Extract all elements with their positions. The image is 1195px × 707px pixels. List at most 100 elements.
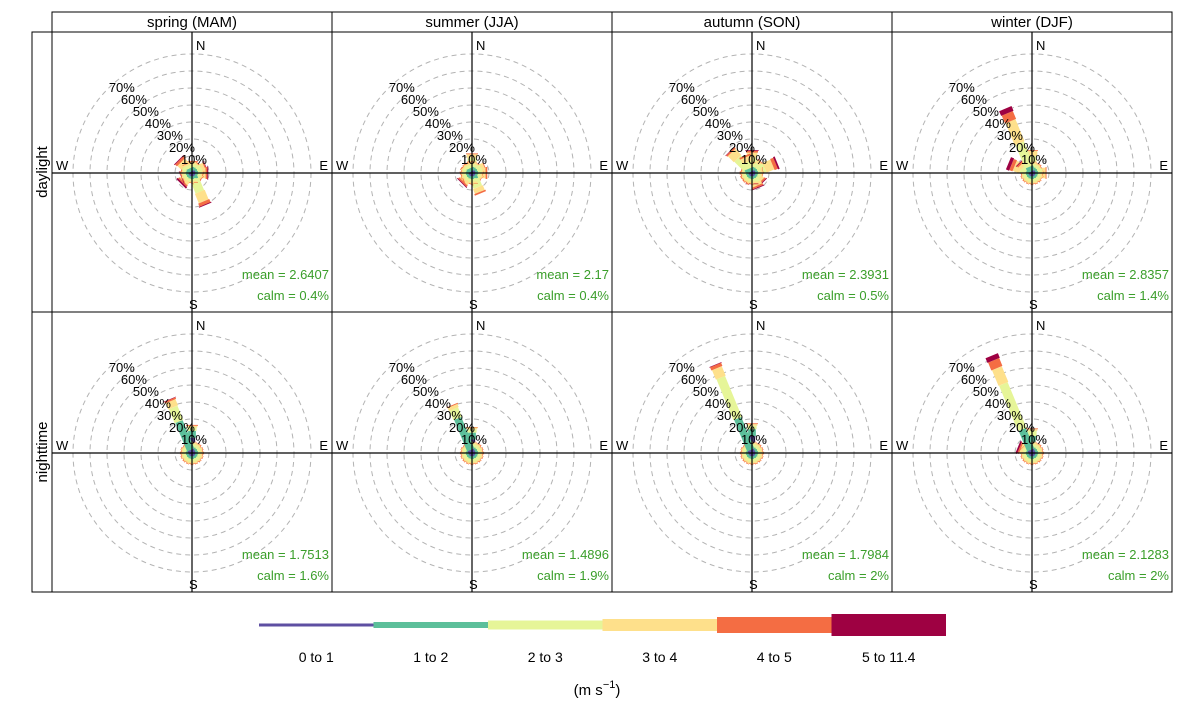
compass-label-n: N [476, 318, 485, 333]
percent-tick-label: 70% [109, 80, 135, 95]
petal-segment [165, 399, 178, 410]
petal-segment [175, 420, 195, 452]
calm-label: calm = 1.4% [1097, 288, 1169, 303]
legend-units-base: (m s [574, 682, 603, 699]
compass-label-e: E [879, 158, 888, 173]
calm-label: calm = 0.5% [817, 288, 889, 303]
petal-segment [473, 185, 485, 194]
percent-tick-label: 50% [973, 104, 999, 119]
compass-label-n: N [196, 38, 205, 53]
petal-segment [458, 177, 468, 187]
percent-tick-label: 40% [145, 116, 171, 131]
petal-segment [734, 417, 755, 452]
petal [182, 160, 195, 175]
petal-segment [751, 183, 764, 190]
mean-label: mean = 1.7984 [802, 547, 889, 562]
petal-segment [716, 375, 742, 421]
petal-segment [710, 362, 723, 371]
petal-segment [1015, 441, 1022, 454]
petal-segment [163, 396, 177, 403]
percent-tick-label: 10% [461, 152, 487, 167]
compass-label-s: S [189, 297, 198, 312]
compass-label-n: N [1036, 38, 1045, 53]
legend-label: 1 to 2 [413, 649, 448, 665]
compass-label-w: W [336, 438, 349, 453]
petal-segment [727, 148, 742, 163]
calm-label: calm = 1.9% [537, 568, 609, 583]
petal-segment [174, 155, 185, 166]
percent-tick-label: 10% [181, 152, 207, 167]
percent-tick-label: 20% [1009, 420, 1035, 435]
petal-segment [739, 153, 751, 160]
compass-label-w: W [56, 438, 69, 453]
compass-label-s: S [749, 297, 758, 312]
percent-tick-label: 20% [169, 420, 195, 435]
percent-tick-label: 70% [949, 360, 975, 375]
legend-units-close: ) [615, 682, 620, 699]
percent-tick-label: 50% [693, 104, 719, 119]
petal-segment [1017, 442, 1024, 454]
compass-label-n: N [1036, 318, 1045, 333]
compass-label-n: N [756, 38, 765, 53]
percent-tick-label: 20% [1009, 140, 1035, 155]
petal-segment [751, 184, 765, 191]
compass-label-e: E [599, 438, 608, 453]
percent-tick-label: 70% [669, 80, 695, 95]
compass-label-n: N [196, 318, 205, 333]
compass-label-e: E [1159, 158, 1168, 173]
petal-segment [178, 177, 188, 187]
percent-tick-label: 20% [729, 140, 755, 155]
petal-segment [194, 189, 209, 204]
percent-tick-label: 40% [425, 116, 451, 131]
petal-segment [168, 405, 184, 424]
petal-segment [182, 160, 194, 166]
petal [985, 353, 1035, 455]
petal-segment [773, 156, 780, 170]
legend-label: 0 to 1 [299, 649, 334, 665]
period-strip-label: nighttime [34, 422, 51, 483]
compass-label-s: S [469, 297, 478, 312]
petal-segment [449, 407, 462, 421]
petal-segment [177, 158, 189, 170]
mean-label: mean = 1.7513 [242, 547, 329, 562]
compass-label-s: S [1029, 297, 1038, 312]
legend-swatch [831, 614, 946, 636]
percent-tick-label: 60% [961, 92, 987, 107]
petal-segment [1025, 165, 1035, 173]
percent-tick-label: 70% [669, 360, 695, 375]
percent-tick-label: 30% [157, 128, 183, 143]
compass-label-w: W [616, 438, 629, 453]
percent-tick-label: 30% [157, 408, 183, 423]
mean-label: mean = 2.3931 [802, 267, 889, 282]
compass-label-n: N [756, 318, 765, 333]
percent-tick-label: 40% [425, 396, 451, 411]
compass-label-e: E [319, 158, 328, 173]
percent-tick-label: 40% [705, 396, 731, 411]
season-strip-label: summer (JJA) [425, 14, 518, 31]
petal-segment [1009, 159, 1017, 172]
season-strip-2: autumn (SON) [611, 11, 893, 33]
mean-label: mean = 2.8357 [1082, 267, 1169, 282]
percent-tick-label: 50% [133, 104, 159, 119]
percent-tick-label: 60% [401, 372, 427, 387]
period-strip-label: daylight [34, 145, 51, 198]
percent-tick-label: 60% [121, 92, 147, 107]
season-strip-0: spring (MAM) [51, 11, 333, 33]
petal-segment [1005, 157, 1015, 171]
legend-swatch [602, 619, 717, 631]
legend-label: 5 to 11.4 [862, 649, 916, 665]
percent-tick-label: 50% [413, 104, 439, 119]
petal-segment [762, 159, 775, 173]
legend-label: 3 to 4 [642, 649, 677, 665]
percent-tick-label: 20% [449, 420, 475, 435]
calm-label: calm = 1.6% [257, 568, 329, 583]
percent-tick-label: 50% [413, 384, 439, 399]
